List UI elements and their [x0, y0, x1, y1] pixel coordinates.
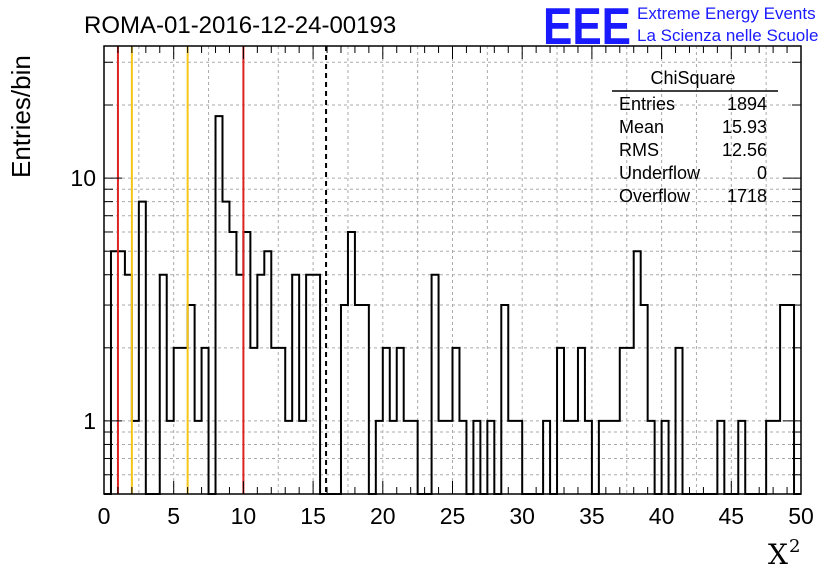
x-tick-label: 5	[167, 503, 180, 529]
stats-value: 1894	[727, 94, 767, 114]
x-tick-label: 15	[300, 503, 326, 529]
y-tick-labels: 1 10	[70, 165, 96, 434]
logo-text: EEE	[543, 0, 631, 56]
stats-label: RMS	[619, 140, 659, 160]
y-axis-label: Entries/bin	[6, 55, 36, 178]
x-axis-label: X 2	[768, 536, 800, 571]
histogram-outline	[104, 115, 801, 495]
x-tick-label: 35	[579, 503, 605, 529]
stats-label: Overflow	[619, 186, 691, 206]
stats-label: Underflow	[619, 163, 701, 183]
stats-box: ChiSquare Entries 1894 Mean 15.93 RMS 12.56 Un…	[612, 68, 778, 206]
y-tick-label: 1	[83, 408, 96, 434]
logo-line-2: La Scienza nelle Scuole	[637, 26, 818, 45]
reference-lines	[116, 46, 328, 494]
x-axis-label-main: X	[768, 538, 788, 571]
stats-label: Entries	[619, 94, 675, 114]
histogram	[104, 115, 801, 495]
stats-value: 12.56	[722, 140, 767, 160]
x-tick-label: 40	[649, 503, 675, 529]
x-tick-label: 20	[370, 503, 396, 529]
x-tick-label: 25	[440, 503, 466, 529]
x-tick-label: 0	[98, 503, 111, 529]
y-tick-label: 10	[70, 165, 96, 191]
stats-label: Mean	[619, 117, 664, 137]
x-tick-label: 10	[231, 503, 257, 529]
stats-title: ChiSquare	[650, 68, 735, 88]
x-tick-label: 30	[509, 503, 535, 529]
x-axis-label-superscript: 2	[789, 536, 800, 557]
x-tick-labels: 0 5 10 15 20 25 30 35 40 45 50	[98, 503, 814, 529]
logo-line-1: Extreme Energy Events	[637, 4, 816, 23]
axis-ticks	[103, 46, 802, 494]
stats-value: 0	[757, 163, 767, 183]
stats-value: 1718	[727, 186, 767, 206]
x-tick-label: 50	[788, 503, 814, 529]
chart-title: ROMA-01-2016-12-24-00193	[84, 12, 396, 39]
stats-value: 15.93	[722, 117, 767, 137]
eee-logo: EEE Extreme Energy Events La Scienza nel…	[543, 0, 818, 56]
x-tick-label: 45	[719, 503, 745, 529]
